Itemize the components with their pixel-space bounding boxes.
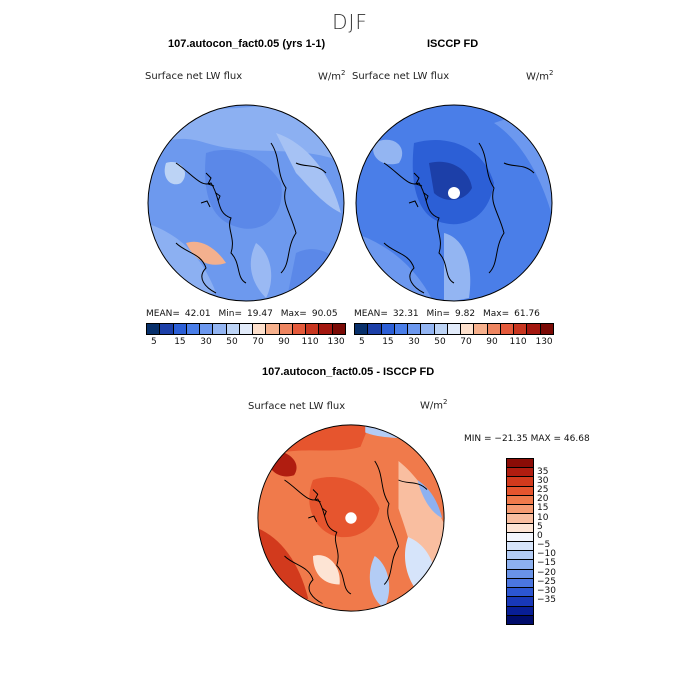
colorbar-tick-label: 130	[535, 337, 553, 347]
diff-colorbar-swatch	[507, 560, 533, 570]
panel-1-colorbar-swatch	[319, 324, 333, 334]
panel-2-colorbar-swatch	[421, 324, 435, 334]
panel-1-units: W/m2	[318, 69, 346, 83]
panel-2-title: ISCCP FD	[427, 38, 479, 50]
diff-colorbar-tick-label: −30	[537, 585, 556, 596]
panel-1-colorbar-swatch	[160, 324, 174, 334]
panel-2-colorbar	[354, 323, 554, 335]
diff-colorbar-tick-label: 25	[537, 485, 549, 496]
colorbar-tick-label: 15	[174, 337, 186, 347]
panel-2-colorbar-swatch	[394, 324, 409, 334]
panel-2-colorbar-swatch	[408, 324, 422, 334]
colorbar-tick-label: 110	[301, 337, 319, 347]
diff-colorbar-swatch	[507, 532, 533, 542]
diff-colorbar-ticks: 35 30 25 20 15 10 5 0 −5 −10 −15 −20 −25 −30 −35	[537, 458, 577, 623]
panel-2-colorbar-swatch	[355, 324, 369, 334]
panel-1-colorbar-swatch	[226, 324, 240, 334]
panel-1-colorbar-swatch	[239, 324, 254, 334]
panel-1-colorbar-swatch	[292, 324, 307, 334]
panel-2-colorbar-swatch	[381, 324, 395, 334]
panel-1-colorbar-swatch	[213, 324, 227, 334]
diff-colorbar-tick-label: −25	[537, 576, 556, 587]
panel-2-colorbar-swatch	[447, 324, 462, 334]
panel-2-colorbar-swatch	[514, 324, 528, 334]
diff-colorbar-swatch	[507, 606, 533, 616]
panel-2-variable-label: Surface net LW flux	[352, 71, 450, 82]
panel-2-colorbar-swatch	[474, 324, 488, 334]
diff-colorbar-swatch	[507, 523, 533, 533]
colorbar-tick-label: 90	[486, 337, 498, 347]
diff-colorbar-swatch	[507, 468, 533, 478]
panel-2-colorbar-swatch	[461, 324, 475, 334]
panel-1-colorbar-swatch	[332, 324, 345, 334]
diff-variable-label: Surface net LW flux	[248, 401, 346, 412]
panel-2-colorbar-swatch	[540, 324, 553, 334]
panel-1-stats: MEAN= 42.01 Min= 19.47 Max= 90.05	[146, 309, 338, 319]
colorbar-tick-label: 70	[252, 337, 264, 347]
diff-colorbar-swatch	[507, 541, 533, 552]
colorbar-tick-label: 130	[327, 337, 345, 347]
diff-polar-map	[257, 424, 445, 612]
diff-colorbar-swatch	[507, 505, 533, 515]
diff-colorbar-swatch	[507, 551, 533, 561]
diff-colorbar-tick-label: −15	[537, 558, 556, 569]
obs-polar-map	[355, 104, 553, 302]
panel-1-colorbar-swatch	[173, 324, 187, 334]
diff-colorbar-swatch	[507, 615, 533, 624]
diff-min-max: MIN = −21.35 MAX = 46.68	[464, 434, 590, 444]
diff-colorbar-swatch	[507, 569, 533, 579]
diff-colorbar-tick-label: 30	[537, 475, 549, 486]
diff-panel-title: 107.autocon_fact0.05 - ISCCP FD	[262, 366, 435, 378]
diff-colorbar-swatch	[507, 597, 533, 607]
diff-colorbar-tick-label: −35	[537, 595, 556, 606]
panel-2-colorbar-swatch	[434, 324, 448, 334]
panel-1-colorbar-swatch	[186, 324, 201, 334]
diff-colorbar	[506, 458, 534, 625]
panel-1-colorbar-swatch	[306, 324, 320, 334]
panel-2-colorbar-swatch	[368, 324, 382, 334]
panel-2-colorbar-swatch	[487, 324, 501, 334]
colorbar-tick-label: 70	[460, 337, 472, 347]
diff-colorbar-tick-label: 20	[537, 494, 549, 505]
colorbar-tick-label: 5	[359, 337, 365, 347]
diff-colorbar-tick-label: 5	[537, 521, 543, 532]
diff-units: W/m2	[420, 398, 448, 412]
diff-colorbar-tick-label: −20	[537, 567, 556, 578]
colorbar-tick-label: 50	[226, 337, 238, 347]
panel-1-colorbar	[146, 323, 346, 335]
panel-1-colorbar-swatch	[279, 324, 293, 334]
panel-2-stats: MEAN= 32.31 Min= 9.82 Max= 61.76	[354, 309, 540, 319]
colorbar-tick-label: 110	[509, 337, 527, 347]
panel-1-colorbar-swatch	[266, 324, 280, 334]
diff-colorbar-tick-label: 15	[537, 503, 549, 514]
colorbar-tick-label: 50	[434, 337, 446, 347]
colorbar-tick-label: 30	[200, 337, 212, 347]
model-polar-map	[147, 104, 345, 302]
panel-1-colorbar-swatch	[147, 324, 161, 334]
colorbar-tick-label: 5	[151, 337, 157, 347]
diff-colorbar-swatch	[507, 477, 533, 487]
diff-colorbar-swatch	[507, 459, 533, 469]
panel-2-colorbar-swatch	[500, 324, 515, 334]
panel-1-variable-label: Surface net LW flux	[145, 71, 243, 82]
diff-colorbar-tick-label: 0	[537, 530, 543, 541]
panel-1-title: 107.autocon_fact0.05 (yrs 1-1)	[168, 38, 326, 50]
colorbar-tick-label: 30	[408, 337, 420, 347]
colorbar-tick-label: 90	[278, 337, 290, 347]
panel-2-units: W/m2	[526, 69, 554, 83]
diff-colorbar-swatch	[507, 588, 533, 598]
panel-2-colorbar-swatch	[527, 324, 541, 334]
diff-colorbar-tick-label: −10	[537, 549, 556, 560]
diff-colorbar-tick-label: 35	[537, 466, 549, 477]
panel-1-colorbar-swatch	[200, 324, 214, 334]
page-title: DJF	[332, 10, 368, 34]
diff-colorbar-tick-label: −5	[537, 540, 551, 551]
panel-1-colorbar-swatch	[253, 324, 267, 334]
diff-colorbar-swatch	[507, 486, 533, 496]
diff-colorbar-swatch	[507, 578, 533, 589]
diff-colorbar-tick-label: 10	[537, 512, 549, 523]
diff-colorbar-swatch	[507, 514, 533, 524]
diff-colorbar-swatch	[507, 495, 533, 506]
colorbar-tick-label: 15	[382, 337, 394, 347]
